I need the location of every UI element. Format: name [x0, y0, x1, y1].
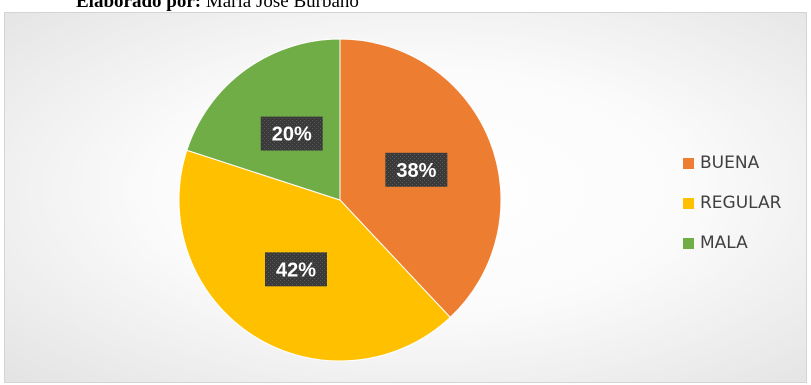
- legend-label-mala: MALA: [700, 233, 748, 253]
- data-label-regular: 42%: [276, 259, 316, 281]
- data-label-box-regular: [265, 252, 328, 287]
- legend-item-buena: BUENA: [683, 143, 781, 183]
- legend-label-buena: BUENA: [700, 153, 760, 173]
- legend-swatch-buena: [683, 157, 694, 169]
- data-label-box-buena: [385, 152, 448, 187]
- legend-swatch-mala: [683, 237, 694, 249]
- chart-legend: BUENA REGULAR MALA: [683, 143, 781, 263]
- legend-swatch-regular: [683, 197, 694, 209]
- data-label-mala: 20%: [272, 124, 312, 146]
- caption-label: Elaborado por:: [76, 0, 202, 12]
- legend-item-mala: MALA: [683, 223, 781, 263]
- caption-author: María José Burbano: [205, 0, 359, 12]
- legend-item-regular: REGULAR: [683, 183, 781, 223]
- data-label-buena: 38%: [396, 160, 436, 182]
- data-label-box-mala: [260, 116, 323, 151]
- chart-caption: Elaborado por: María José Burbano: [76, 0, 359, 14]
- legend-label-regular: REGULAR: [700, 193, 782, 213]
